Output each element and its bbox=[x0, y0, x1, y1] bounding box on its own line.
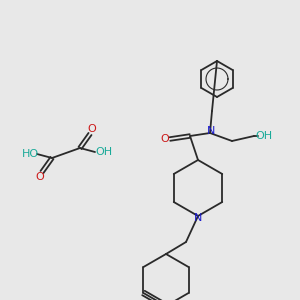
Text: O: O bbox=[36, 172, 44, 182]
Text: O: O bbox=[160, 134, 169, 144]
Text: OH: OH bbox=[255, 131, 273, 141]
Text: N: N bbox=[207, 126, 215, 136]
Text: O: O bbox=[88, 124, 96, 134]
Text: OH: OH bbox=[95, 147, 112, 157]
Text: N: N bbox=[194, 213, 202, 223]
Text: HO: HO bbox=[21, 149, 39, 159]
